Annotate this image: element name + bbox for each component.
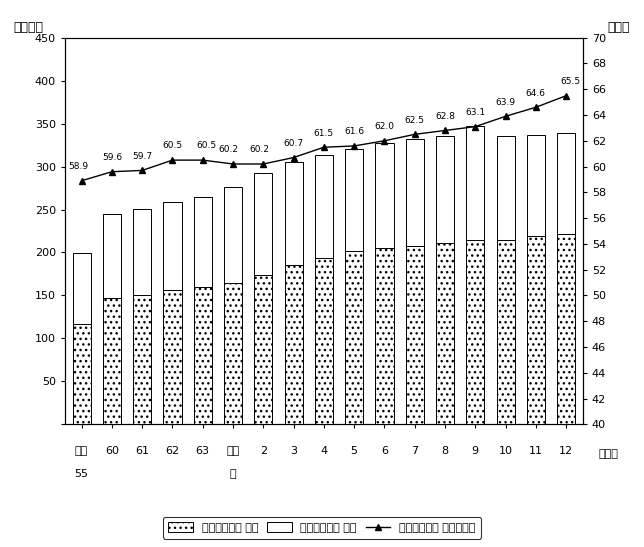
Bar bbox=[497, 240, 515, 424]
Text: 60.5: 60.5 bbox=[197, 141, 217, 150]
Text: 8: 8 bbox=[441, 446, 449, 456]
Text: 12: 12 bbox=[559, 446, 573, 456]
Bar bbox=[164, 202, 182, 424]
Bar bbox=[285, 265, 303, 424]
Bar bbox=[436, 136, 454, 424]
Text: 昭和: 昭和 bbox=[75, 446, 88, 456]
Text: 4: 4 bbox=[320, 446, 327, 456]
Text: 2: 2 bbox=[260, 446, 267, 456]
Bar bbox=[103, 298, 121, 424]
Text: 平成: 平成 bbox=[227, 446, 240, 456]
Bar bbox=[436, 243, 454, 424]
Text: （年）: （年） bbox=[598, 450, 618, 459]
Text: 9: 9 bbox=[472, 446, 479, 456]
Bar bbox=[375, 143, 393, 424]
Bar bbox=[345, 251, 363, 424]
Text: 64.6: 64.6 bbox=[526, 89, 546, 97]
Bar bbox=[73, 324, 91, 424]
Bar bbox=[345, 149, 363, 424]
Bar bbox=[527, 135, 545, 424]
Bar bbox=[224, 283, 242, 424]
Text: （千円）: （千円） bbox=[14, 21, 44, 34]
Bar bbox=[315, 155, 333, 424]
Bar bbox=[406, 139, 424, 424]
Text: 60.5: 60.5 bbox=[162, 141, 182, 150]
Text: 60.2: 60.2 bbox=[219, 146, 239, 154]
Bar bbox=[194, 287, 212, 424]
Text: （％）: （％） bbox=[608, 21, 630, 34]
Text: 59.6: 59.6 bbox=[102, 153, 122, 162]
Text: 5: 5 bbox=[351, 446, 357, 456]
Text: 6: 6 bbox=[381, 446, 388, 456]
Bar bbox=[466, 241, 484, 424]
Text: 63.1: 63.1 bbox=[465, 108, 486, 117]
Bar bbox=[285, 162, 303, 424]
Text: 62.5: 62.5 bbox=[404, 115, 425, 125]
Text: 63: 63 bbox=[196, 446, 210, 456]
Bar bbox=[103, 214, 121, 424]
Text: 61.6: 61.6 bbox=[344, 127, 365, 136]
Bar bbox=[254, 173, 272, 424]
Text: 10: 10 bbox=[498, 446, 513, 456]
Bar bbox=[194, 196, 212, 424]
Bar bbox=[557, 133, 575, 424]
Text: 11: 11 bbox=[529, 446, 543, 456]
Bar bbox=[375, 248, 393, 424]
Text: 55: 55 bbox=[75, 469, 89, 479]
Text: 3: 3 bbox=[290, 446, 297, 456]
Bar bbox=[133, 295, 151, 424]
Text: 59.7: 59.7 bbox=[132, 152, 152, 161]
Bar bbox=[497, 136, 515, 424]
Text: 60: 60 bbox=[105, 446, 119, 456]
Text: 65.5: 65.5 bbox=[560, 77, 580, 86]
Text: 60.7: 60.7 bbox=[283, 139, 304, 148]
Bar bbox=[466, 126, 484, 424]
Bar bbox=[73, 253, 91, 424]
Bar bbox=[527, 236, 545, 424]
Bar bbox=[224, 187, 242, 424]
Text: 61.5: 61.5 bbox=[314, 129, 334, 137]
Bar bbox=[557, 234, 575, 424]
Bar bbox=[133, 208, 151, 424]
Text: 63.9: 63.9 bbox=[495, 97, 516, 107]
Text: 62.0: 62.0 bbox=[374, 122, 394, 131]
Bar bbox=[254, 275, 272, 424]
Text: 62: 62 bbox=[166, 446, 180, 456]
Legend: 所定内給与額 女性, 所定内給与額 男性, 所定内給与額 男女間格差: 所定内給与額 女性, 所定内給与額 男性, 所定内給与額 男女間格差 bbox=[163, 517, 481, 539]
Bar bbox=[406, 247, 424, 424]
Bar bbox=[164, 290, 182, 424]
Text: 61: 61 bbox=[135, 446, 149, 456]
Text: 7: 7 bbox=[411, 446, 419, 456]
Text: 元: 元 bbox=[230, 469, 236, 479]
Bar bbox=[315, 258, 333, 424]
Text: 58.9: 58.9 bbox=[69, 162, 89, 171]
Text: 60.2: 60.2 bbox=[249, 146, 269, 154]
Text: 62.8: 62.8 bbox=[435, 112, 455, 121]
